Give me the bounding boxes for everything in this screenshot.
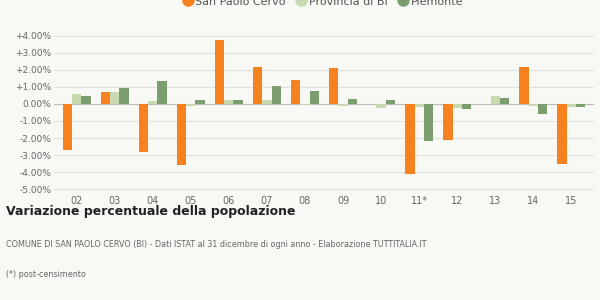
Text: COMUNE DI SAN PAOLO CERVO (BI) - Dati ISTAT al 31 dicembre di ogni anno - Elabor: COMUNE DI SAN PAOLO CERVO (BI) - Dati IS…	[6, 240, 427, 249]
Bar	[196, 100, 205, 104]
Bar	[119, 88, 128, 104]
Bar	[187, 104, 196, 106]
Bar	[310, 91, 319, 104]
Bar	[233, 100, 242, 104]
Bar	[253, 67, 262, 104]
Bar	[443, 104, 452, 140]
Bar	[101, 92, 110, 104]
Bar	[452, 104, 461, 108]
Bar	[63, 104, 72, 150]
Bar	[347, 99, 357, 104]
Bar	[82, 96, 91, 104]
Bar	[338, 104, 347, 106]
Bar	[301, 104, 310, 105]
Bar	[291, 80, 301, 104]
Bar	[386, 100, 395, 104]
Bar	[461, 104, 471, 109]
Bar	[424, 104, 433, 141]
Text: Variazione percentuale della popolazione: Variazione percentuale della popolazione	[6, 206, 296, 218]
Bar	[566, 104, 576, 107]
Bar	[520, 67, 529, 104]
Bar	[415, 104, 424, 107]
Bar	[262, 100, 272, 104]
Bar	[139, 104, 148, 152]
Bar	[406, 104, 415, 174]
Bar	[576, 104, 585, 107]
Bar	[148, 101, 157, 104]
Bar	[529, 104, 538, 106]
Bar	[157, 81, 167, 104]
Bar	[376, 104, 386, 108]
Bar	[215, 40, 224, 104]
Bar	[538, 104, 547, 114]
Bar	[557, 104, 566, 164]
Bar	[272, 86, 281, 104]
Legend: San Paolo Cervo, Provincia di BI, Piemonte: San Paolo Cervo, Provincia di BI, Piemon…	[185, 0, 463, 7]
Bar	[491, 96, 500, 104]
Bar	[224, 100, 233, 104]
Text: (*) post-censimento: (*) post-censimento	[6, 270, 86, 279]
Bar	[177, 104, 187, 165]
Bar	[329, 68, 338, 104]
Bar	[110, 92, 119, 104]
Bar	[500, 98, 509, 104]
Bar	[72, 94, 82, 104]
